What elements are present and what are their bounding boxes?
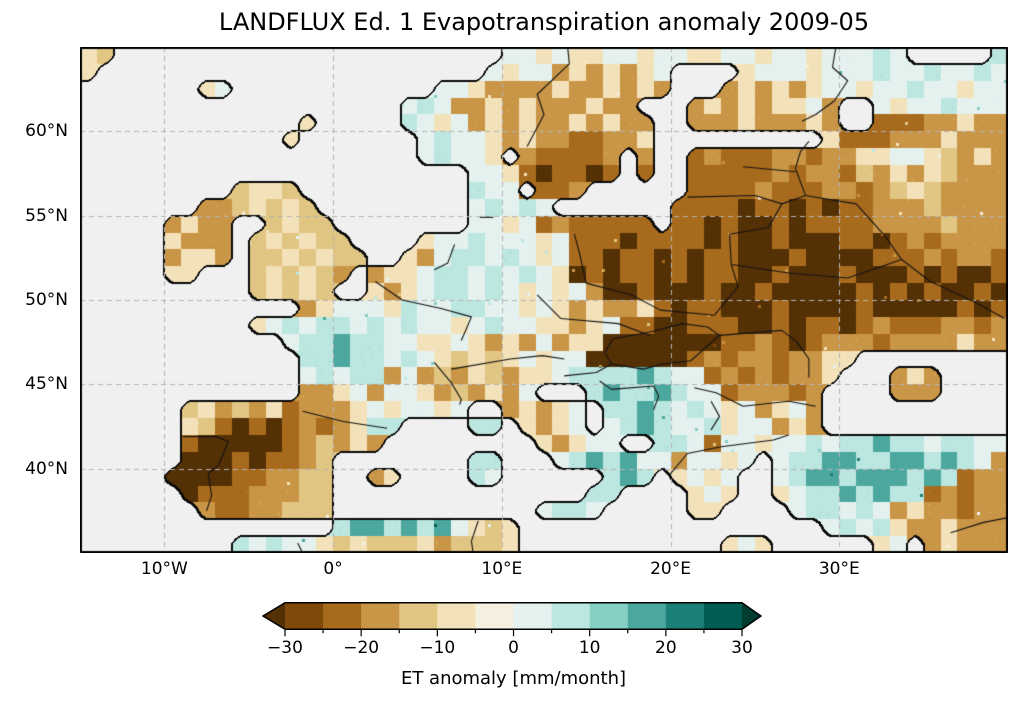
colorbar-outline [262, 602, 762, 630]
colorbar-tick-label: −20 [343, 638, 380, 658]
colorbar [262, 602, 762, 637]
colorbar-segment [589, 602, 629, 630]
x-tick-label: 10°W [140, 559, 188, 579]
colorbar-segment [475, 602, 515, 630]
x-tick-label: 30°E [818, 559, 860, 579]
y-tick-label: 60°N [25, 121, 68, 142]
colorbar-segment [513, 602, 553, 630]
colorbar-tick-label: −10 [419, 638, 456, 658]
colorbar-tick-label: 0 [508, 638, 519, 658]
colorbar-segment [399, 602, 438, 630]
colorbar-segment [285, 602, 324, 630]
x-tick-label: 0° [323, 559, 343, 579]
y-tick-label: 45°N [25, 374, 68, 395]
colorbar-under-arrow [263, 602, 285, 630]
x-tick-label: 10°E [481, 559, 523, 579]
colorbar-axis-label: ET anomaly [mm/month] [400, 668, 627, 689]
colorbar-segment [551, 602, 591, 630]
x-tick-label: 20°E [650, 559, 691, 579]
map-plot-area [80, 47, 1008, 553]
y-tick-label: 55°N [25, 205, 68, 226]
y-tick-label: 40°N [25, 458, 68, 479]
colorbar-segment [627, 602, 667, 630]
colorbar-segment [665, 602, 705, 630]
colorbar-segment [323, 602, 362, 630]
colorbar-tick-label: −30 [267, 638, 303, 658]
map-canvas [80, 47, 1008, 553]
y-tick-label: 50°N [25, 290, 68, 310]
colorbar-segment [437, 602, 477, 630]
colorbar-over-arrow [742, 602, 761, 630]
colorbar-tick-label: 10 [578, 638, 601, 658]
colorbar-segment [703, 602, 743, 630]
chart-title: LANDFLUX Ed. 1 Evapotranspiration anomal… [218, 8, 870, 36]
colorbar-tick-label: 20 [655, 638, 677, 658]
colorbar-segment [361, 602, 400, 630]
colorbar-tick-label: 30 [731, 638, 753, 658]
